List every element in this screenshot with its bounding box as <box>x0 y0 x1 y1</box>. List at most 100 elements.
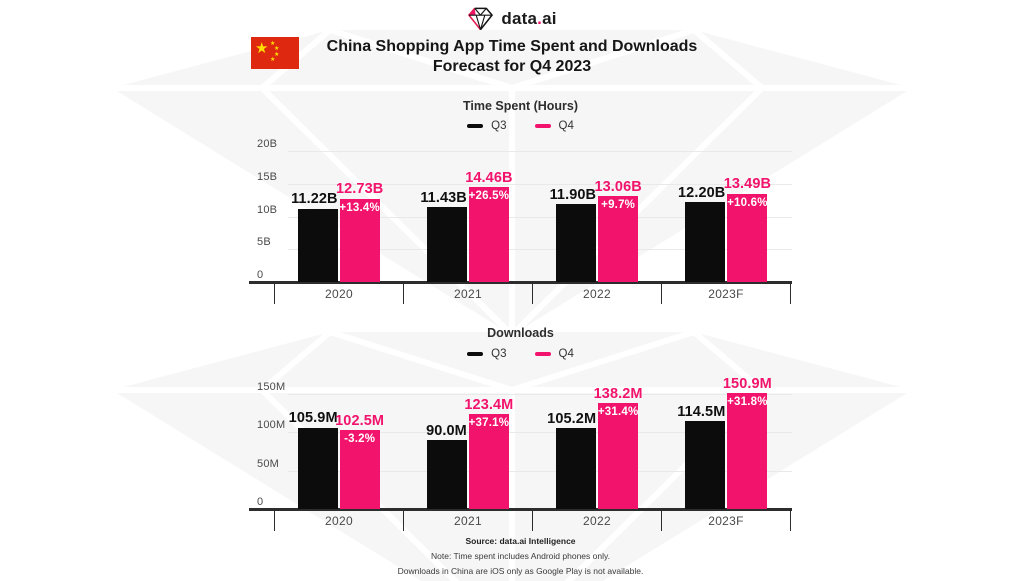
x-axis-category-2020: 2020 <box>274 510 403 531</box>
legend-label: Q4 <box>558 348 574 360</box>
bar-q3-value-label: 90.0M <box>426 422 467 439</box>
svg-text:★: ★ <box>270 56 275 63</box>
page-title-line1: China Shopping App Time Spent and Downlo… <box>326 38 698 55</box>
x-axis-category-2021: 2021 <box>403 510 532 531</box>
bar-q4-value-label: 123.4M <box>464 396 514 413</box>
legend-dash-icon <box>534 352 551 356</box>
legend-time-spent: Q3 Q4 <box>249 120 792 132</box>
x-axis: 2020 2021 2022 2023F <box>274 283 791 304</box>
y-axis-tick-label: 20B <box>257 138 278 150</box>
y-axis-tick-label: 10B <box>257 203 278 216</box>
x-axis-line <box>249 281 792 284</box>
bar-q3-2020: 11.22B <box>291 192 338 282</box>
bar-q4-value-label: 138.2M <box>593 385 643 402</box>
x-axis-category-2023F: 2023F <box>661 510 791 531</box>
legend-label: Q3 <box>491 120 507 132</box>
bar-q4-value-label: 150.9M <box>722 375 772 392</box>
bar-group-2021: 11.43B 14.46B +26.5% <box>403 151 532 282</box>
bar-q3-2022: 105.2M <box>547 412 597 509</box>
note-line-2: Downloads in China are iOS only as Googl… <box>397 565 644 576</box>
bar-q3-2021: 90.0M <box>426 423 467 509</box>
bar-pair: 11.43B 14.46B +26.5% <box>420 171 512 282</box>
bar-q4-value-label: 13.06B <box>594 178 642 195</box>
gridline <box>288 151 792 152</box>
y-axis-tick-label: 0 <box>257 269 264 281</box>
x-axis-category-2023F: 2023F <box>661 283 791 304</box>
footer: Source: data.ai Intelligence Note: Time … <box>249 536 792 580</box>
chart-title-downloads: Downloads <box>487 326 554 340</box>
svg-text:★: ★ <box>274 51 279 58</box>
note-line-1: Note: Time spent includes Android phones… <box>431 551 610 561</box>
legend-dash-icon <box>467 352 484 356</box>
legend-item-q4: Q4 <box>534 120 574 132</box>
x-axis-category-2021: 2021 <box>403 283 532 304</box>
bar-q4-2020: 12.73B +13.4% <box>336 182 383 282</box>
bar-q4-value-label: 14.46B <box>465 169 513 186</box>
y-axis-tick-label: 50M <box>257 457 279 470</box>
bar-pair: 105.2M 138.2M +31.4% <box>547 387 643 509</box>
bar-q4-2021: 123.4M +37.1% <box>464 398 513 509</box>
legend-label: Q4 <box>558 120 574 132</box>
x-axis-category-2022: 2022 <box>532 283 661 304</box>
plot-time-spent: 20B 15B 10B 5B 0 11.22B 12.73B +13.4% 11.43B 14.4… <box>249 138 792 304</box>
gridline <box>288 432 792 434</box>
page-title-line2: Forecast for Q4 2023 <box>432 58 592 75</box>
gridline <box>288 216 792 218</box>
bar-q3-value-label: 12.20B <box>678 184 726 201</box>
gridline <box>288 183 792 185</box>
legend-item-q4: Q4 <box>534 348 574 360</box>
bar-q3-2022: 11.90B <box>550 188 597 282</box>
y-axis-tick-label: 150M <box>257 381 286 393</box>
legend-dash-icon <box>467 124 484 128</box>
x-axis-line <box>249 508 792 511</box>
bar-q4-value-label: 13.49B <box>723 176 772 193</box>
gridline <box>288 394 792 395</box>
legend-label: Q3 <box>491 348 507 360</box>
bar-q4-pct-change-label: +31.4% <box>597 406 639 419</box>
bar-q3-value-label: 105.9M <box>288 410 338 427</box>
y-axis-tick-label: 5B <box>257 236 271 249</box>
bar-q4-pct-change-label: +26.5% <box>468 190 510 203</box>
bar-q3-value-label: 11.22B <box>291 191 338 208</box>
gridline <box>288 249 792 251</box>
bar-group-2020: 105.9M 102.5M -3.2% <box>274 394 403 509</box>
svg-text:★: ★ <box>274 45 279 52</box>
x-axis-category-2022: 2022 <box>532 510 661 531</box>
bar-q4-pct-change-label: +31.8% <box>727 396 768 409</box>
bar-group-2023F: 114.5M 150.9M +31.8% <box>662 377 791 509</box>
diamond-logo-icon <box>468 7 494 31</box>
bar-q3-value-label: 11.43B <box>420 189 467 206</box>
y-axis-tick-label: 100M <box>257 419 286 432</box>
legend-item-q3: Q3 <box>467 120 507 132</box>
bar-group-2022: 11.90B 13.06B +9.7% <box>533 151 662 282</box>
bar-area: 11.22B 12.73B +13.4% 11.43B 14.46B +26.5% 11.9… <box>274 151 791 282</box>
bar-pair: 12.20B 13.49B +10.6% <box>678 177 771 282</box>
svg-text:★: ★ <box>255 39 268 57</box>
dataai-logo: data.ai <box>0 6 1024 32</box>
bar-q3-2023F: 114.5M <box>677 405 726 509</box>
bar-pair: 11.22B 12.73B +13.4% <box>291 182 383 282</box>
bar-q4-pct-change-label: -3.2% <box>344 433 376 446</box>
bar-q4-value-label: 102.5M <box>335 412 385 429</box>
bar-pair: 114.5M 150.9M +31.8% <box>677 377 772 509</box>
bar-q3-value-label: 11.90B <box>549 186 597 203</box>
bar-q4-2022: 13.06B +9.7% <box>594 180 642 282</box>
bar-group-2023F: 12.20B 13.49B +10.6% <box>662 151 791 282</box>
bar-q4-2023F: 13.49B +10.6% <box>724 177 771 282</box>
x-axis-category-2020: 2020 <box>274 283 403 304</box>
bar-pair: 105.9M 102.5M -3.2% <box>289 411 384 509</box>
bar-pair: 90.0M 123.4M +37.1% <box>426 398 513 509</box>
bar-q3-2021: 11.43B <box>420 191 467 282</box>
bar-q4-pct-change-label: +13.4% <box>339 201 380 214</box>
bar-group-2020: 11.22B 12.73B +13.4% <box>274 151 403 282</box>
bar-q4-pct-change-label: +10.6% <box>727 196 768 209</box>
bar-q3-value-label: 114.5M <box>677 403 726 420</box>
logo-text: data.ai <box>501 9 557 28</box>
bar-q3-2020: 105.9M <box>289 411 338 509</box>
x-axis: 2020 2021 2022 2023F <box>274 510 791 531</box>
bar-q4-2023F: 150.9M +31.8% <box>723 377 772 509</box>
plot-downloads: 150M 100M 50M 0 105.9M 102.5M -3.2% 90.0M 123.4M… <box>249 377 792 531</box>
chart-title-time-spent: Time Spent (Hours) <box>462 99 579 113</box>
bar-q3-2023F: 12.20B <box>678 186 726 282</box>
